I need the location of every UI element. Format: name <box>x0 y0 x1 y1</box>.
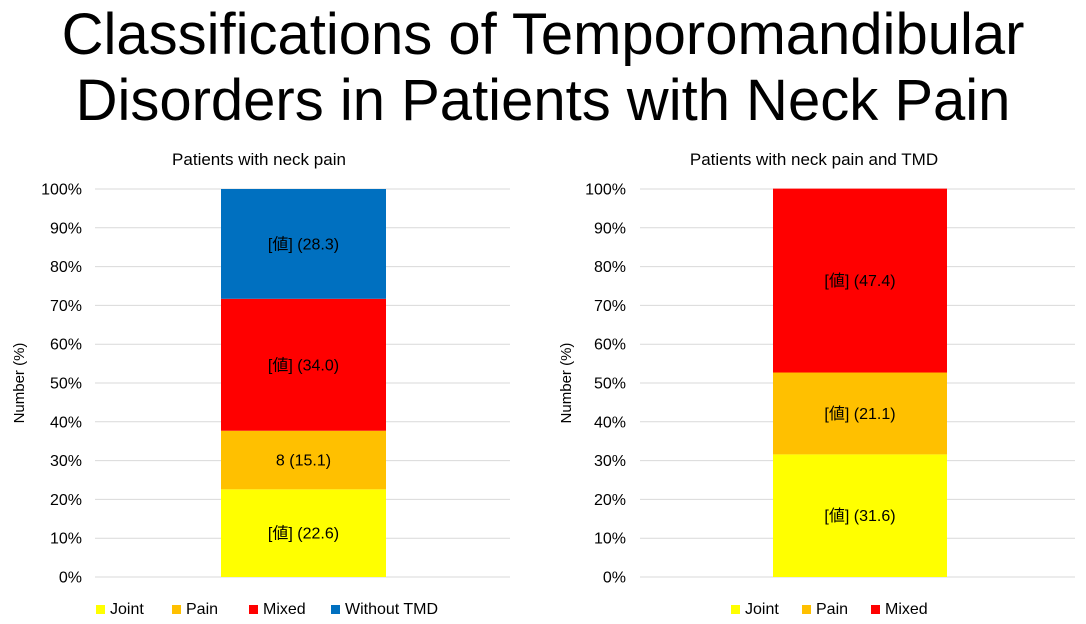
y-tick-label: 100% <box>585 182 626 199</box>
bar-segment-pain <box>221 430 386 490</box>
y-tick-label: 50% <box>594 376 626 393</box>
y-tick-label: 100% <box>41 182 82 199</box>
y-axis-label: Number (%) <box>11 343 28 424</box>
legend-label-mixed: Mixed <box>885 601 928 618</box>
legend-swatch-without-tmd <box>331 605 340 614</box>
legend-swatch-joint <box>96 605 105 614</box>
y-tick-label: 0% <box>603 570 626 587</box>
y-tick-label: 30% <box>594 453 626 470</box>
bar-segment-mixed <box>221 298 386 431</box>
legend-label-joint: Joint <box>110 601 144 618</box>
y-tick-label: 60% <box>50 337 82 354</box>
legend-label-pain: Pain <box>816 601 848 618</box>
slide-title-line-1: Classifications of Temporomandibular <box>61 2 1025 67</box>
slide-title-line-2: Disorders in Patients with Neck Pain <box>75 68 1011 133</box>
y-tick-label: 80% <box>50 259 82 276</box>
chart-title: Patients with neck pain and TMD <box>690 150 938 169</box>
data-label-pain: [値] (21.1) <box>824 405 895 423</box>
y-tick-label: 40% <box>594 414 626 431</box>
y-tick-label: 10% <box>594 531 626 548</box>
chart-1: Patients with neck pain 0% 10% 20% 30% 40% 50%… <box>11 150 510 618</box>
y-tick-label: 20% <box>594 492 626 509</box>
y-axis-label: Number (%) <box>558 343 575 424</box>
y-tick-label: 90% <box>594 220 626 237</box>
chart-title: Patients with neck pain <box>172 150 346 169</box>
bar-segment-mixed <box>773 188 947 373</box>
y-tick-label: 80% <box>594 259 626 276</box>
legend-label-pain: Pain <box>186 601 218 618</box>
legend-swatch-mixed <box>249 605 258 614</box>
y-tick-label: 60% <box>594 337 626 354</box>
bar-segment-pain <box>773 372 947 455</box>
y-tick-label: 40% <box>50 414 82 431</box>
y-tick-label: 70% <box>594 298 626 315</box>
data-label-mixed: [値] (34.0) <box>268 356 339 374</box>
y-tick-label: 20% <box>50 492 82 509</box>
bar-segment-joint <box>773 454 947 577</box>
data-label-without-tmd: [値] (28.3) <box>268 235 339 253</box>
data-label-mixed: [値] (47.4) <box>824 272 895 290</box>
legend-swatch-pain <box>802 605 811 614</box>
y-tick-label: 0% <box>59 570 82 587</box>
legend-swatch-pain <box>172 605 181 614</box>
data-label-joint: [値] (31.6) <box>824 507 895 525</box>
data-label-pain: 8 (15.1) <box>276 453 331 470</box>
bar-segment-joint <box>221 489 386 577</box>
legend-swatch-mixed <box>871 605 880 614</box>
y-tick-label: 10% <box>50 531 82 548</box>
y-tick-label: 70% <box>50 298 82 315</box>
y-tick-label: 90% <box>50 220 82 237</box>
legend-label-joint: Joint <box>745 601 779 618</box>
legend-swatch-joint <box>731 605 740 614</box>
legend-label-without-tmd: Without TMD <box>345 601 438 618</box>
slide-title: Classifications of Temporomandibular Dis… <box>0 2 1086 134</box>
y-tick-label: 30% <box>50 453 82 470</box>
chart-2: Patients with neck pain and TMD 0% 10% 20% 3… <box>558 150 1075 618</box>
y-tick-label: 50% <box>50 376 82 393</box>
bar-segment-without-tmd <box>221 189 386 299</box>
legend-label-mixed: Mixed <box>263 601 306 618</box>
data-label-joint: [値] (22.6) <box>268 525 339 543</box>
